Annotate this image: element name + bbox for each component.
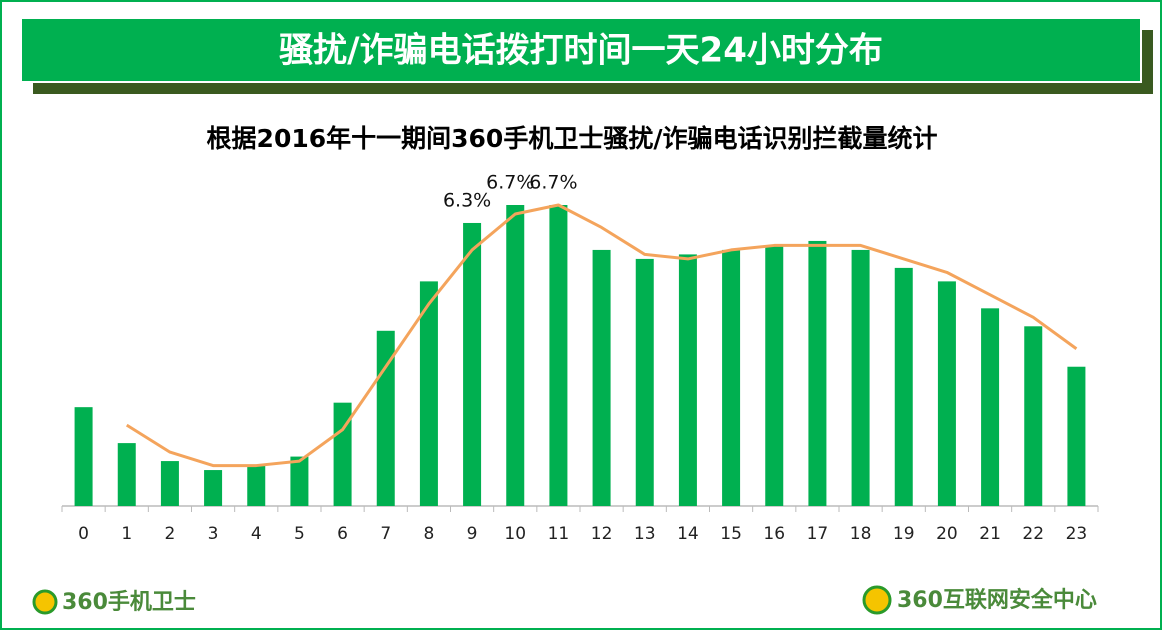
bar <box>290 456 309 506</box>
x-tick-label: 21 <box>979 524 1001 544</box>
x-tick-label: 11 <box>548 524 570 544</box>
x-tick-label: 0 <box>78 524 89 544</box>
bar <box>722 249 741 507</box>
x-tick-label: 8 <box>424 524 435 544</box>
footer-right: 360互联网安全中心 <box>862 585 1097 615</box>
x-tick-label: 5 <box>294 524 305 544</box>
x-tick-label: 2 <box>165 524 176 544</box>
x-tick-label: 6 <box>337 524 348 544</box>
trend-line <box>125 203 1078 468</box>
bar <box>937 281 956 506</box>
chart-title: 骚扰/诈骗电话拨打时间一天24小时分布 <box>279 31 883 71</box>
logo-text: 360手机卫士 <box>62 590 196 615</box>
x-tick-label: 13 <box>634 524 656 544</box>
logo-text: 360互联网安全中心 <box>897 587 1097 613</box>
x-tick-label: 18 <box>850 524 872 544</box>
bar <box>160 461 179 506</box>
bar <box>635 258 654 506</box>
bar <box>549 205 568 506</box>
bar <box>419 281 438 506</box>
bar <box>808 240 827 506</box>
bar <box>247 465 266 506</box>
bar <box>463 222 482 506</box>
footer-left: 360手机卫士 <box>32 589 196 615</box>
bar <box>981 308 1000 506</box>
bar <box>851 249 870 507</box>
bar <box>74 407 93 506</box>
x-tick-label: 3 <box>208 524 219 544</box>
x-tick-label: 16 <box>763 524 785 544</box>
x-tick-label: 7 <box>380 524 391 544</box>
bar <box>333 402 352 506</box>
bar <box>506 205 525 506</box>
logo-icon <box>862 585 892 615</box>
bar <box>592 249 611 507</box>
logo-icon <box>32 589 58 615</box>
x-tick-label: 14 <box>677 524 699 544</box>
x-tick-label: 19 <box>893 524 915 544</box>
x-tick-label: 1 <box>121 524 132 544</box>
data-label: 6.7% <box>486 172 534 194</box>
x-tick-label: 22 <box>1022 524 1044 544</box>
bar <box>117 443 136 506</box>
x-tick-label: 4 <box>251 524 262 544</box>
bar <box>1067 366 1086 506</box>
x-tick-label: 17 <box>807 524 829 544</box>
x-tick-label: 12 <box>591 524 613 544</box>
x-tick-label: 23 <box>1066 524 1088 544</box>
bar <box>204 470 223 506</box>
banner <box>20 17 1142 83</box>
bar <box>678 254 697 506</box>
x-tick-label: 20 <box>936 524 958 544</box>
x-tick-label: 10 <box>504 524 526 544</box>
bar <box>765 245 784 506</box>
x-tick-label: 15 <box>720 524 742 544</box>
data-label: 6.3% <box>443 189 491 211</box>
bar <box>894 267 913 506</box>
data-label: 6.7% <box>529 172 577 194</box>
x-tick-label: 9 <box>467 524 478 544</box>
chart-subtitle: 根据2016年十一期间360手机卫士骚扰/诈骗电话识别拦截量统计 <box>207 124 938 153</box>
bar <box>1024 326 1043 506</box>
